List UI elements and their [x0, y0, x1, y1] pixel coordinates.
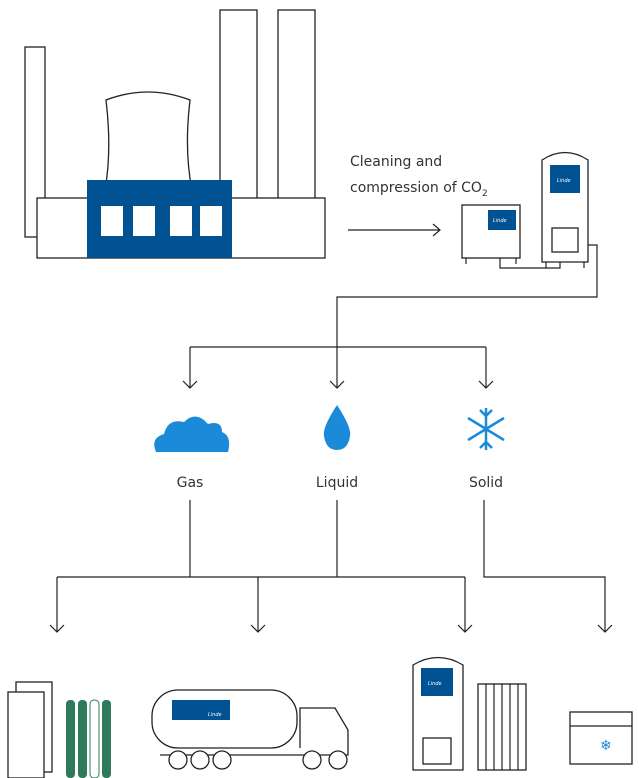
logo: Linde — [208, 712, 222, 718]
dry-ice-box: ❄ — [569, 711, 633, 765]
logo: Linde — [493, 218, 507, 224]
state-label: Gas — [177, 475, 204, 491]
compression-unit: Linde Linde — [329, 151, 598, 389]
snowflake-icon — [467, 408, 505, 450]
logo: Linde — [428, 681, 442, 687]
state-label: Solid — [469, 475, 503, 491]
storage-tank: Linde — [412, 656, 527, 771]
snow-symbol: ❄ — [600, 738, 612, 754]
factory — [24, 9, 326, 259]
drop-icon — [323, 405, 351, 450]
process-label: compression of CO2 — [350, 180, 488, 199]
arrow — [348, 223, 441, 237]
logo: Linde — [557, 178, 571, 184]
process-label-subscript: 2 — [482, 189, 488, 199]
process-label: Cleaning and — [350, 154, 442, 170]
connectors — [49, 346, 613, 633]
cloud-icon — [154, 416, 230, 452]
tanker-truck: Linde — [151, 689, 349, 770]
cylinders — [7, 681, 111, 778]
state-label: Liquid — [316, 475, 358, 491]
process-label-main: compression of CO — [350, 180, 482, 196]
